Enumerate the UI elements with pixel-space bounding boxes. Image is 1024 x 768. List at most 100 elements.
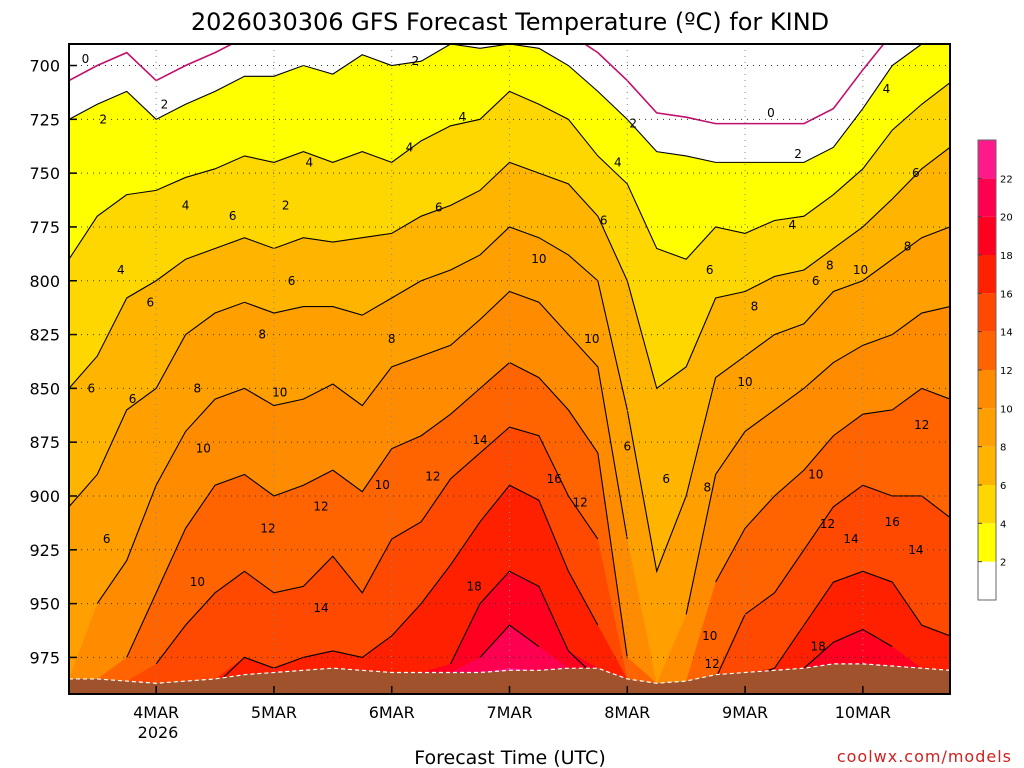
y-tick-label: 775 xyxy=(29,218,60,237)
isotherm-14 xyxy=(715,484,950,680)
contour-label: 10 xyxy=(196,442,211,456)
plot-area: 2244666668101024681012121410842641214161… xyxy=(69,44,950,694)
isotherm-10 xyxy=(685,306,950,615)
contour-label: 2 xyxy=(411,54,419,68)
contour-label: 6 xyxy=(706,263,714,277)
contour-label: 6 xyxy=(623,439,631,453)
contour-label: 6 xyxy=(812,274,820,288)
contour-label: 4 xyxy=(459,110,467,124)
contour-label: 10 xyxy=(272,386,287,400)
isotherm-16 xyxy=(744,570,950,680)
contour-label: 10 xyxy=(808,467,823,481)
contour-label: 10 xyxy=(702,629,717,643)
chart-title: 2026030306 GFS Forecast Temperature (ºC)… xyxy=(191,8,829,36)
colorbar-swatch xyxy=(978,178,996,217)
contour-label-layer: 2244666668101024681012121410842641214161… xyxy=(82,52,930,671)
y-tick-label: 925 xyxy=(29,541,60,560)
contour-label: 6 xyxy=(288,274,296,288)
colorbar-swatch xyxy=(978,255,996,294)
colorbar-swatch xyxy=(978,523,996,562)
colorbar-swatch xyxy=(978,561,996,600)
grid-layer xyxy=(69,44,950,694)
contour-label: 4 xyxy=(117,263,125,277)
contour-label: 6 xyxy=(146,295,154,309)
contour-label: 18 xyxy=(810,640,825,654)
contour-label: 6 xyxy=(229,209,237,223)
colorbar-label: 8 xyxy=(1000,443,1006,454)
isotherm-0 xyxy=(69,44,885,125)
x-tick-label: 4MAR xyxy=(133,703,179,722)
x-tick-label: 5MAR xyxy=(251,703,297,722)
colorbar-label: 20 xyxy=(1000,213,1013,224)
contour-label: 6 xyxy=(600,213,608,227)
colorbar-swatch xyxy=(978,446,996,485)
contour-label: 12 xyxy=(260,521,275,535)
isotherm-14 xyxy=(155,426,599,665)
isotherm-18 xyxy=(450,570,599,680)
contour-label: 14 xyxy=(908,543,923,557)
colorbar-label: 4 xyxy=(1000,519,1006,530)
colorbar-swatch xyxy=(978,485,996,524)
colorbar-label: 10 xyxy=(1000,404,1013,415)
x-year-label: 2026 xyxy=(138,723,179,742)
x-tick-label: 6MAR xyxy=(369,703,415,722)
y-tick-label: 875 xyxy=(29,433,60,452)
contour-label: 4 xyxy=(788,218,796,232)
contour-label: 4 xyxy=(305,155,313,169)
contour-label: 2 xyxy=(282,198,290,212)
contour-label: 16 xyxy=(547,472,562,486)
contour-label: 6 xyxy=(912,166,920,180)
contour-label: 12 xyxy=(573,495,588,509)
contour-label: 6 xyxy=(435,201,443,215)
y-tick-label: 825 xyxy=(29,326,60,345)
source-credit: coolwx.com/models xyxy=(837,747,1012,766)
contour-label: 10 xyxy=(853,263,868,277)
isotherm-2 xyxy=(69,44,950,163)
contour-label: 10 xyxy=(737,375,752,389)
contour-label: 16 xyxy=(885,515,900,529)
contour-label: 4 xyxy=(883,82,891,96)
contour-label: 8 xyxy=(194,381,202,395)
y-tick-label: 750 xyxy=(29,164,60,183)
colorbar-label: 22 xyxy=(1000,174,1013,185)
contour-label: 14 xyxy=(472,433,487,447)
contour-label: 10 xyxy=(375,478,390,492)
contour-label: 0 xyxy=(82,52,90,66)
ground-terrain xyxy=(69,663,950,694)
temperature-band-20 xyxy=(69,625,950,684)
contour-label: 2 xyxy=(794,147,802,161)
contour-label: 0 xyxy=(767,106,775,120)
contour-label: 14 xyxy=(843,532,858,546)
contour-label: 2 xyxy=(629,117,637,131)
contour-label: 4 xyxy=(182,198,190,212)
contour-label: 8 xyxy=(258,328,266,342)
contour-label: 8 xyxy=(388,332,396,346)
colorbar-label: 18 xyxy=(1000,251,1013,262)
x-tick-label: 9MAR xyxy=(722,703,768,722)
x-axis-title: Forecast Time (UTC) xyxy=(414,747,605,768)
isotherm-contour-layer xyxy=(69,44,950,686)
contour-label: 8 xyxy=(826,259,834,273)
contour-label: 10 xyxy=(584,332,599,346)
colorbar-swatch xyxy=(978,370,996,409)
colorbar-label: 16 xyxy=(1000,289,1013,300)
contour-label: 2 xyxy=(161,97,169,111)
contour-label: 4 xyxy=(614,155,622,169)
contour-label: 12 xyxy=(313,500,328,514)
y-tick-label: 800 xyxy=(29,272,60,291)
contour-label: 4 xyxy=(406,140,414,154)
temperature-fill-layer xyxy=(69,44,950,694)
isotherm-18 xyxy=(803,628,893,669)
y-tick-label: 950 xyxy=(29,595,60,614)
colorbar-legend: 2 4 6 8 10 12 14 16 18 20 22 xyxy=(977,139,1013,601)
isotherm-4 xyxy=(69,82,950,260)
colorbar-swatch xyxy=(978,293,996,332)
contour-label: 12 xyxy=(914,418,929,432)
contour-label: 6 xyxy=(103,532,111,546)
colorbar-label: 12 xyxy=(1000,366,1013,377)
contour-label: 14 xyxy=(313,601,328,615)
surface-terrain-layer xyxy=(69,663,950,694)
x-axis: 2026 4MAR 5MAR 6MAR 7MAR 8MAR 9MAR 10MAR xyxy=(133,686,891,742)
colorbar-label: 6 xyxy=(1000,481,1006,492)
